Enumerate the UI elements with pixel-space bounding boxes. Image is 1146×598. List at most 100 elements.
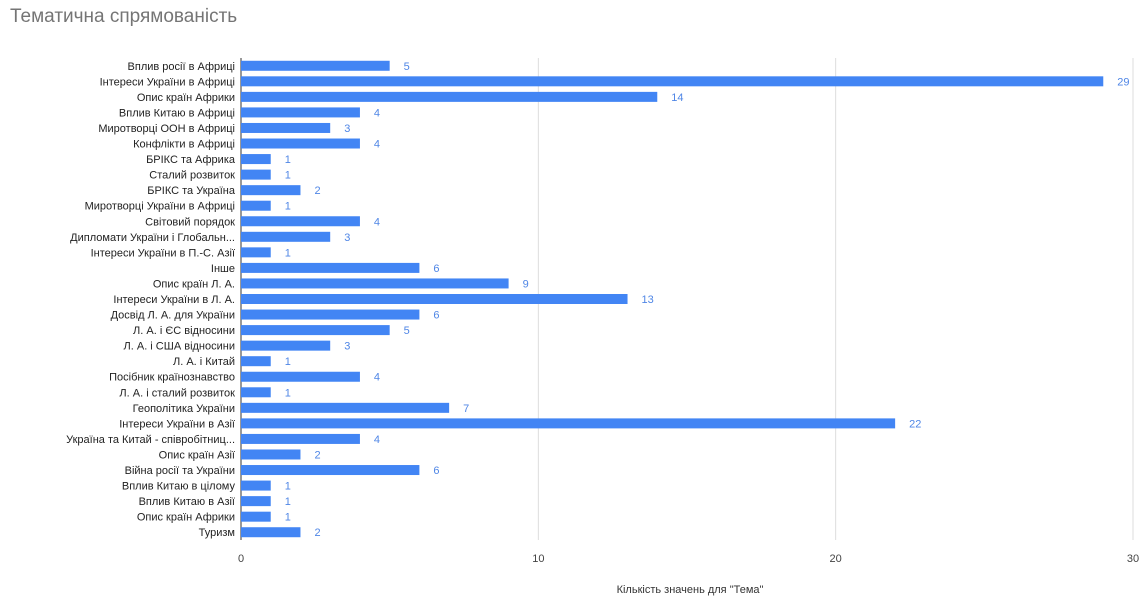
category-label: Вплив Китаю в цілому [122, 481, 236, 493]
value-label: 1 [285, 170, 291, 182]
x-tick-label: 0 [238, 553, 244, 565]
bar [241, 511, 271, 522]
category-label: Л. А. і ЄС відносини [133, 325, 235, 337]
x-tick-label: 30 [1127, 553, 1139, 565]
bar [241, 216, 360, 227]
bar [241, 200, 271, 211]
bar [241, 496, 271, 507]
value-label: 9 [523, 278, 529, 290]
x-axis-title: Кількість значень для "Тема" [617, 584, 764, 596]
category-label: Україна та Китай - співробітниц... [66, 434, 235, 446]
category-label: Інтереси України в Азії [119, 418, 235, 430]
bar [241, 356, 271, 367]
category-label: Конфлікти в Африці [133, 139, 235, 151]
category-label: Посібник країнознавство [109, 372, 235, 384]
value-label: 4 [374, 139, 380, 151]
category-label: Інтереси України в П.-С. Азії [91, 247, 235, 259]
category-label: Туризм [199, 527, 235, 539]
category-label: Вплив росії в Африці [128, 61, 235, 73]
category-label: Світовий порядок [145, 216, 235, 228]
value-label: 6 [433, 465, 439, 477]
category-label: Геополітика України [133, 403, 235, 415]
bar [241, 247, 271, 258]
value-label: 5 [404, 325, 410, 337]
bar [241, 185, 301, 196]
value-label: 2 [314, 527, 320, 539]
value-label: 1 [285, 512, 291, 524]
category-label: Л. А. і США відносини [124, 341, 235, 353]
bar [241, 340, 331, 351]
value-label: 2 [314, 185, 320, 197]
category-label: Інше [211, 263, 235, 275]
bar [241, 387, 271, 398]
category-label: Миротворці України в Африці [85, 201, 235, 213]
x-tick-label: 10 [532, 553, 544, 565]
category-label: Інтереси України в Л. А. [113, 294, 235, 306]
category-label: Інтереси України в Африці [100, 76, 235, 88]
bar [241, 418, 896, 429]
bar [241, 371, 360, 382]
bar [241, 231, 331, 242]
value-label: 4 [374, 216, 380, 228]
value-label: 1 [285, 201, 291, 213]
bar [241, 138, 360, 149]
category-labels: Вплив росії в Африці Інтереси України в А… [66, 61, 236, 539]
category-label: Л. А. і сталий розвиток [119, 387, 235, 399]
value-label: 2 [314, 449, 320, 461]
value-label: 1 [285, 356, 291, 368]
bar [241, 91, 658, 102]
category-label: Опис країн Азії [159, 449, 235, 461]
category-label: Війна росії та України [125, 465, 235, 477]
bar [241, 169, 271, 180]
bar [241, 122, 331, 133]
category-label: Опис країн Африки [137, 92, 235, 104]
value-label: 3 [344, 232, 350, 244]
bar [241, 262, 420, 273]
bar [241, 294, 628, 304]
category-label: Л. А. і Китай [173, 356, 235, 368]
value-label: 4 [374, 107, 380, 119]
x-tick-label: 20 [830, 553, 842, 565]
bar [241, 465, 420, 476]
value-label: 29 [1117, 76, 1129, 88]
category-label: Опис країн Африки [137, 512, 235, 524]
x-tick-labels: 0 10 20 30 [238, 553, 1139, 565]
value-label: 3 [344, 123, 350, 135]
value-label: 6 [433, 263, 439, 275]
value-label: 7 [463, 403, 469, 415]
bar [241, 433, 360, 444]
category-label: Досвід Л. А. для України [111, 310, 235, 322]
category-label: БРІКС та Україна [147, 185, 236, 197]
value-label: 3 [344, 341, 350, 353]
value-label: 1 [285, 481, 291, 493]
category-label: Миротворці ООН в Африці [98, 123, 235, 135]
category-label: Вплив Китаю в Азії [139, 496, 235, 508]
value-label: 14 [671, 92, 683, 104]
value-label: 13 [642, 294, 654, 306]
bar [241, 527, 301, 538]
value-label: 5 [404, 61, 410, 73]
bar [241, 480, 271, 491]
value-label: 4 [374, 434, 380, 446]
bar [241, 154, 271, 165]
bar [241, 325, 390, 336]
bar [241, 60, 390, 71]
value-label: 1 [285, 496, 291, 508]
category-label: БРІКС та Африка [146, 154, 236, 166]
bar [241, 449, 301, 460]
value-label: 1 [285, 387, 291, 399]
bar [241, 76, 1104, 87]
bar [241, 309, 420, 320]
value-label: 6 [433, 310, 439, 322]
bar [241, 278, 509, 289]
value-label: 1 [285, 247, 291, 259]
bar [241, 107, 360, 118]
value-label: 1 [285, 154, 291, 166]
chart-title: Тематична спрямованість [10, 6, 238, 27]
category-label: Вплив Китаю в Африці [119, 107, 235, 119]
value-label: 22 [909, 418, 921, 430]
category-label: Опис країн Л. А. [153, 278, 235, 290]
category-label: Дипломати України і Глобальн... [70, 232, 235, 244]
